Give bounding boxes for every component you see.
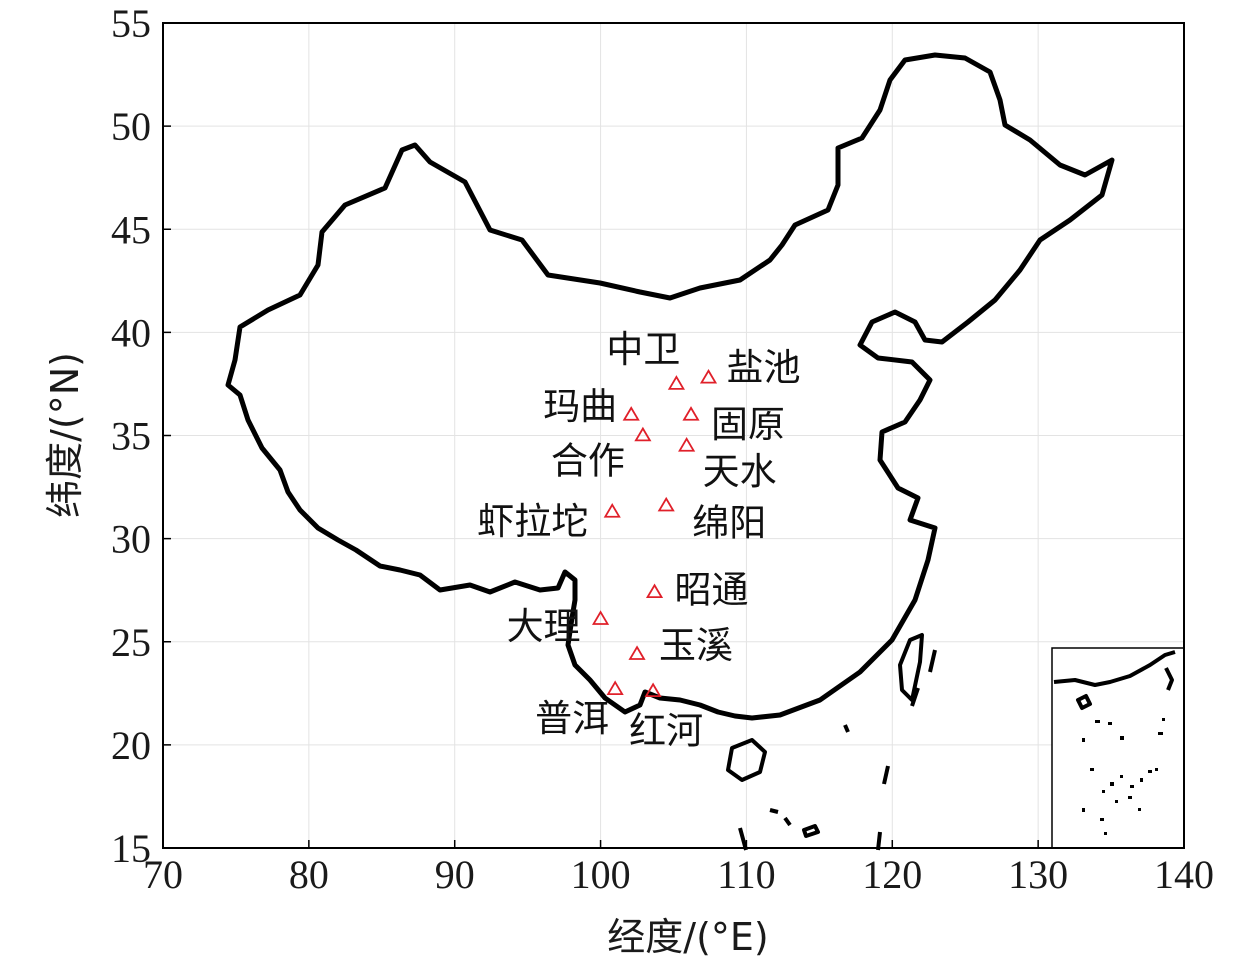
station-label: 中卫 bbox=[606, 328, 680, 371]
station-marker bbox=[644, 682, 662, 698]
hainan-island bbox=[726, 738, 767, 782]
station-marker bbox=[657, 496, 675, 512]
station-marker bbox=[591, 610, 610, 625]
y-tick-label: 30 bbox=[111, 517, 151, 562]
x-tick-label: 140 bbox=[1154, 852, 1214, 897]
station-marker bbox=[667, 375, 685, 390]
y-tick-label: 25 bbox=[111, 620, 151, 665]
y-tick-label: 55 bbox=[111, 1, 151, 46]
station-marker bbox=[628, 645, 646, 660]
south-sea-islands bbox=[738, 808, 820, 851]
station-marker bbox=[699, 368, 718, 384]
x-axis-title: 经度/(°E) bbox=[607, 915, 768, 959]
x-tick-label: 100 bbox=[571, 852, 631, 897]
station-label: 红河 bbox=[629, 709, 703, 752]
y-tick-label: 50 bbox=[111, 104, 151, 149]
y-tick-label: 15 bbox=[111, 826, 151, 871]
station-label: 天水 bbox=[703, 450, 777, 493]
x-tick-label: 130 bbox=[1008, 852, 1068, 897]
x-tick-label: 120 bbox=[862, 852, 922, 897]
station-markers bbox=[591, 368, 718, 698]
station-marker bbox=[603, 503, 621, 518]
x-tick-label: 70 bbox=[143, 852, 183, 897]
station-marker bbox=[606, 680, 624, 695]
station-label: 虾拉坨 bbox=[477, 500, 588, 543]
station-label: 玉溪 bbox=[659, 624, 733, 667]
station-marker bbox=[622, 406, 640, 421]
station-label: 大理 bbox=[507, 605, 581, 648]
china-border bbox=[225, 52, 1115, 721]
y-tick-label: 45 bbox=[111, 207, 151, 252]
station-label: 合作 bbox=[551, 440, 625, 483]
station-label: 盐池 bbox=[727, 346, 801, 389]
x-tick-label: 110 bbox=[717, 852, 776, 897]
station-label: 昭通 bbox=[675, 568, 749, 611]
inset-map bbox=[1051, 647, 1185, 849]
station-marker bbox=[645, 583, 664, 599]
y-tick-label: 35 bbox=[111, 414, 151, 459]
y-tick-label: 40 bbox=[111, 310, 151, 355]
axis-ticks: 70 80 90 100 110 120 130 140 15 20 25 30 35 40 45 50 55 bbox=[111, 1, 1214, 897]
y-axis-title: 纬度/(°N) bbox=[43, 352, 87, 518]
nine-dash-line bbox=[843, 649, 937, 851]
station-marker bbox=[678, 437, 696, 452]
station-label: 玛曲 bbox=[543, 385, 617, 428]
station-label: 绵阳 bbox=[692, 502, 766, 545]
station-marker bbox=[634, 426, 652, 442]
station-marker bbox=[682, 406, 700, 421]
station-label: 固原 bbox=[711, 403, 785, 446]
station-label: 普洱 bbox=[535, 697, 609, 740]
x-tick-label: 90 bbox=[435, 852, 475, 897]
x-tick-label: 80 bbox=[289, 852, 329, 897]
y-tick-label: 20 bbox=[111, 723, 151, 768]
